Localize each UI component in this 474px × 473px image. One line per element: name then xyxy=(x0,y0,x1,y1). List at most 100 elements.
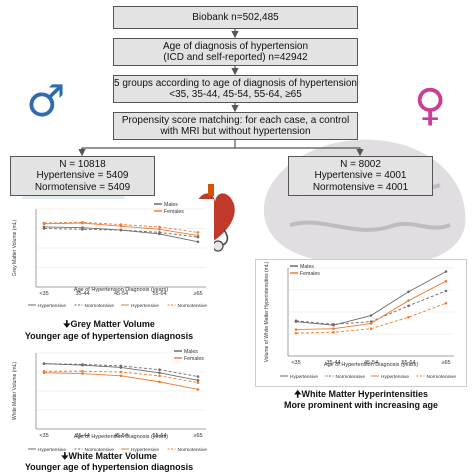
grey-matter-chart: <35 35-44 45-54 55-64 ≥65 Age of Hypertension… xyxy=(4,199,214,317)
x-tick-label: 55-64 xyxy=(152,433,166,439)
wmh-chart-svg: <35 35-44 45-54 55-64 ≥65 Age of Hypertension… xyxy=(264,261,457,380)
data-point-males-hypertensive xyxy=(158,232,161,236)
groups-line-1: 5 groups according to age of diagnosis o… xyxy=(114,77,357,89)
y-axis-label: White Matter Volume (mL) xyxy=(12,362,18,420)
series-line-males-hypertensive xyxy=(295,271,447,326)
groups-line-2: <35, 35-44, 45-54, 55-64, ≥65 xyxy=(169,89,302,100)
legend-bottom-label: Hypertensive xyxy=(290,374,318,380)
white-matter-caption-2: Younger age of hypertension diagnosis xyxy=(24,462,194,472)
data-point-females-normotensive xyxy=(119,370,123,374)
biobank-box: Biobank n=502,485 xyxy=(113,6,358,29)
wmh-chart: <35 35-44 45-54 55-64 ≥65 Age of Hypertension… xyxy=(255,259,467,387)
female-symbol-icon: ♀ xyxy=(414,80,447,131)
data-point-males-normotensive xyxy=(444,289,448,293)
age-diagnosis-line-2: (ICD and self-reported) n=42942 xyxy=(163,52,308,63)
data-point-males-hypertensive xyxy=(369,314,373,317)
data-point-females-normotensive xyxy=(407,315,410,319)
x-tick-label: <35 xyxy=(39,433,48,439)
data-point-males-hypertensive xyxy=(196,240,200,244)
legend-bottom-label: Hypertensive xyxy=(38,447,66,453)
data-point-females-hypertensive xyxy=(294,328,298,331)
female-hypertensive: Hypertensive = 4001 xyxy=(314,170,407,182)
data-point-males-normotensive xyxy=(407,304,410,308)
data-point-females-normotensive xyxy=(294,331,298,335)
data-point-females-hypertensive xyxy=(81,221,84,225)
x-tick-label: 45-54 xyxy=(114,433,128,439)
propensity-box: Propensity score matching: for each case… xyxy=(113,112,358,140)
data-point-males-hypertensive xyxy=(42,362,46,365)
legend-label-females: Females xyxy=(164,209,184,215)
legend-bottom-label: Normotensive xyxy=(178,447,208,453)
groups-box: 5 groups according to age of diagnosis o… xyxy=(113,75,358,103)
female-normotensive: Normotensive = 4001 xyxy=(312,181,409,193)
white-matter-caption-text: White Matter Volume xyxy=(68,451,157,461)
data-point-females-hypertensive xyxy=(42,371,46,375)
legend-bottom-label: Normotensive xyxy=(85,447,115,453)
data-point-females-normotensive xyxy=(196,381,200,384)
data-point-males-hypertensive xyxy=(42,225,46,229)
age-diagnosis-box: Age of diagnosis of hypertension (ICD an… xyxy=(113,38,358,66)
legend-bottom-label: Normotensive xyxy=(85,303,115,309)
data-point-males-normotensive xyxy=(196,375,200,378)
data-point-females-normotensive xyxy=(332,330,335,334)
grey-matter-caption-1: 🠋Grey Matter Volume xyxy=(4,319,214,330)
male-sample-box: N = 10818 Hypertensive = 5409 Normotensi… xyxy=(10,156,155,196)
data-point-females-normotensive xyxy=(158,374,161,378)
grey-matter-caption-2: Younger age of hypertension diagnosis xyxy=(24,331,194,341)
series-line-males-normotensive xyxy=(295,290,447,325)
data-point-males-normotensive xyxy=(332,323,335,326)
x-tick-label: 35-44 xyxy=(75,291,89,297)
propensity-line-2: with MRI but without hypertension xyxy=(160,126,311,137)
x-tick-label: ≥65 xyxy=(441,360,450,366)
data-point-males-normotensive xyxy=(196,235,200,239)
wmh-caption-1: 🠉White Matter Hyperintensities xyxy=(255,389,467,400)
legend-bottom-label: Normotensive xyxy=(336,374,366,380)
legend-label-males: Males xyxy=(164,202,178,208)
data-point-females-hypertensive xyxy=(42,222,46,226)
white-matter-caption-1: 🠋White Matter Volume xyxy=(4,451,214,462)
x-tick-label: 55-64 xyxy=(401,360,415,366)
flow-connectors xyxy=(78,29,364,157)
x-tick-label: 55-64 xyxy=(152,291,166,297)
x-tick-label: 45-54 xyxy=(114,291,128,297)
female-sample-box: N = 8002 Hypertensive = 4001 Normotensiv… xyxy=(288,156,433,196)
x-tick-label: 35-44 xyxy=(75,433,89,439)
up-arrow-icon: 🠉 xyxy=(294,389,302,399)
x-tick-label: ≥65 xyxy=(193,291,202,297)
wmh-caption-text: White Matter Hyperintensities xyxy=(301,389,428,399)
white-matter-chart: <35 35-44 45-54 55-64 ≥65 Age of Hypertension… xyxy=(4,345,214,457)
down-arrow-icon: 🠋 xyxy=(63,319,71,329)
data-point-females-hypertensive xyxy=(158,380,161,384)
legend-bottom-label: Hypertensive xyxy=(131,303,159,309)
data-point-females-hypertensive xyxy=(119,374,123,378)
down-arrow-icon: 🠋 xyxy=(61,451,69,461)
data-point-females-hypertensive xyxy=(444,279,448,283)
grey-matter-caption-text: Grey Matter Volume xyxy=(70,319,155,329)
data-point-females-hypertensive xyxy=(119,224,123,228)
male-symbol-icon: ♂ xyxy=(26,76,66,127)
data-point-males-hypertensive xyxy=(407,290,410,294)
legend-bottom-label: Hypertensive xyxy=(381,374,409,380)
data-point-males-hypertensive xyxy=(119,366,123,369)
y-axis-label: Grey Matter Volume (mL) xyxy=(12,220,18,276)
data-point-females-normotensive xyxy=(81,369,84,373)
data-point-males-normotensive xyxy=(294,319,298,323)
data-point-females-hypertensive xyxy=(407,299,410,302)
propensity-line-1: Propensity score matching: for each case… xyxy=(121,114,350,126)
x-tick-label: <35 xyxy=(39,291,48,297)
white-matter-chart-svg: <35 35-44 45-54 55-64 ≥65 Age of Hypertension… xyxy=(12,349,208,453)
data-point-males-hypertensive xyxy=(119,228,123,232)
legend-bottom-label: Normotensive xyxy=(427,374,457,380)
y-axis-label: Volume of White Matter Hyperintensities … xyxy=(264,261,270,362)
legend-label-females: Females xyxy=(184,356,204,362)
legend-label-females: Females xyxy=(300,271,320,277)
x-axis-label: Age of Hypertension Diagnosis (years) xyxy=(74,287,168,293)
data-point-females-hypertensive xyxy=(81,372,84,375)
x-tick-label: <35 xyxy=(291,360,300,366)
wmh-caption-2: More prominent with increasing age xyxy=(283,400,439,410)
data-point-males-hypertensive xyxy=(158,371,161,375)
data-point-males-hypertensive xyxy=(81,226,84,230)
data-point-males-hypertensive xyxy=(196,379,200,382)
legend-label-males: Males xyxy=(300,264,314,270)
